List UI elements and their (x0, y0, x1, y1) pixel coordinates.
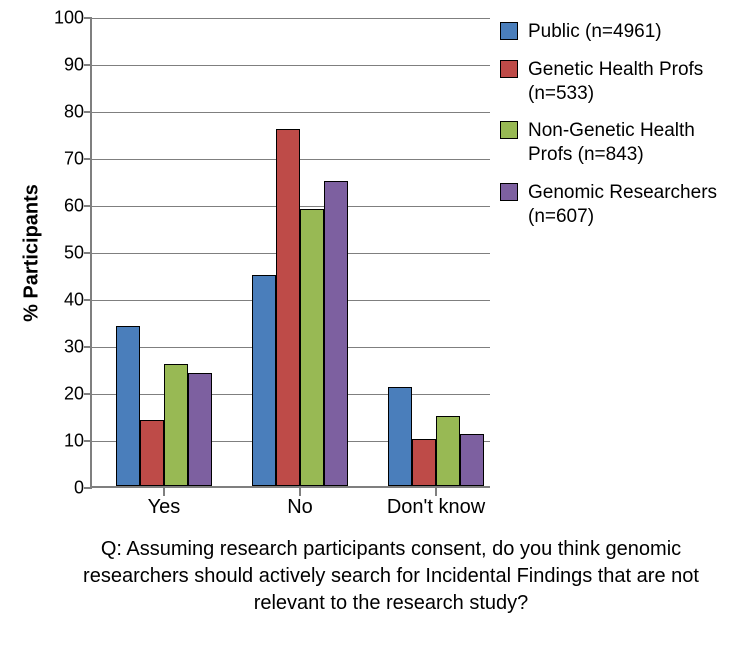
legend-swatch (500, 22, 518, 40)
gridline (92, 18, 490, 19)
x-tick-mark (299, 488, 301, 496)
y-tick-mark (84, 393, 92, 395)
legend-item: Genomic Researchers(n=607) (500, 181, 740, 229)
legend-item: Genetic Health Profs(n=533) (500, 58, 740, 106)
legend-label: Public (n=4961) (528, 20, 662, 44)
bar (116, 326, 140, 486)
y-tick-mark (84, 64, 92, 66)
bar (460, 434, 484, 486)
chart-container: 0102030405060708090100YesNoDon't know % … (0, 0, 752, 652)
legend-swatch (500, 183, 518, 201)
y-tick-mark (84, 252, 92, 254)
bar (164, 364, 188, 486)
legend-swatch (500, 121, 518, 139)
y-tick-mark (84, 440, 92, 442)
x-tick-mark (163, 488, 165, 496)
bar (324, 181, 348, 487)
bar (300, 209, 324, 486)
gridline (92, 112, 490, 113)
legend-label: Non-Genetic HealthProfs (n=843) (528, 119, 695, 167)
bar (252, 275, 276, 487)
legend: Public (n=4961) Genetic Health Profs(n=53… (500, 20, 740, 242)
bar (388, 387, 412, 486)
legend-label: Genetic Health Profs(n=533) (528, 58, 703, 106)
bar (188, 373, 212, 486)
y-tick-mark (84, 158, 92, 160)
legend-swatch (500, 60, 518, 78)
legend-label: Genomic Researchers(n=607) (528, 181, 717, 229)
y-tick-mark (84, 299, 92, 301)
x-axis-question: Q: Assuming research participants consen… (80, 536, 702, 617)
legend-item: Non-Genetic HealthProfs (n=843) (500, 119, 740, 167)
bar (412, 439, 436, 486)
x-tick-mark (435, 488, 437, 496)
y-axis-label: % Participants (21, 184, 44, 322)
y-tick-mark (84, 487, 92, 489)
bar (140, 420, 164, 486)
bar (276, 129, 300, 486)
legend-item: Public (n=4961) (500, 20, 740, 44)
y-tick-mark (84, 17, 92, 19)
y-tick-mark (84, 111, 92, 113)
plot-area: 0102030405060708090100YesNoDon't know (90, 18, 490, 488)
bar (436, 416, 460, 487)
y-tick-mark (84, 346, 92, 348)
gridline (92, 65, 490, 66)
y-tick-mark (84, 205, 92, 207)
